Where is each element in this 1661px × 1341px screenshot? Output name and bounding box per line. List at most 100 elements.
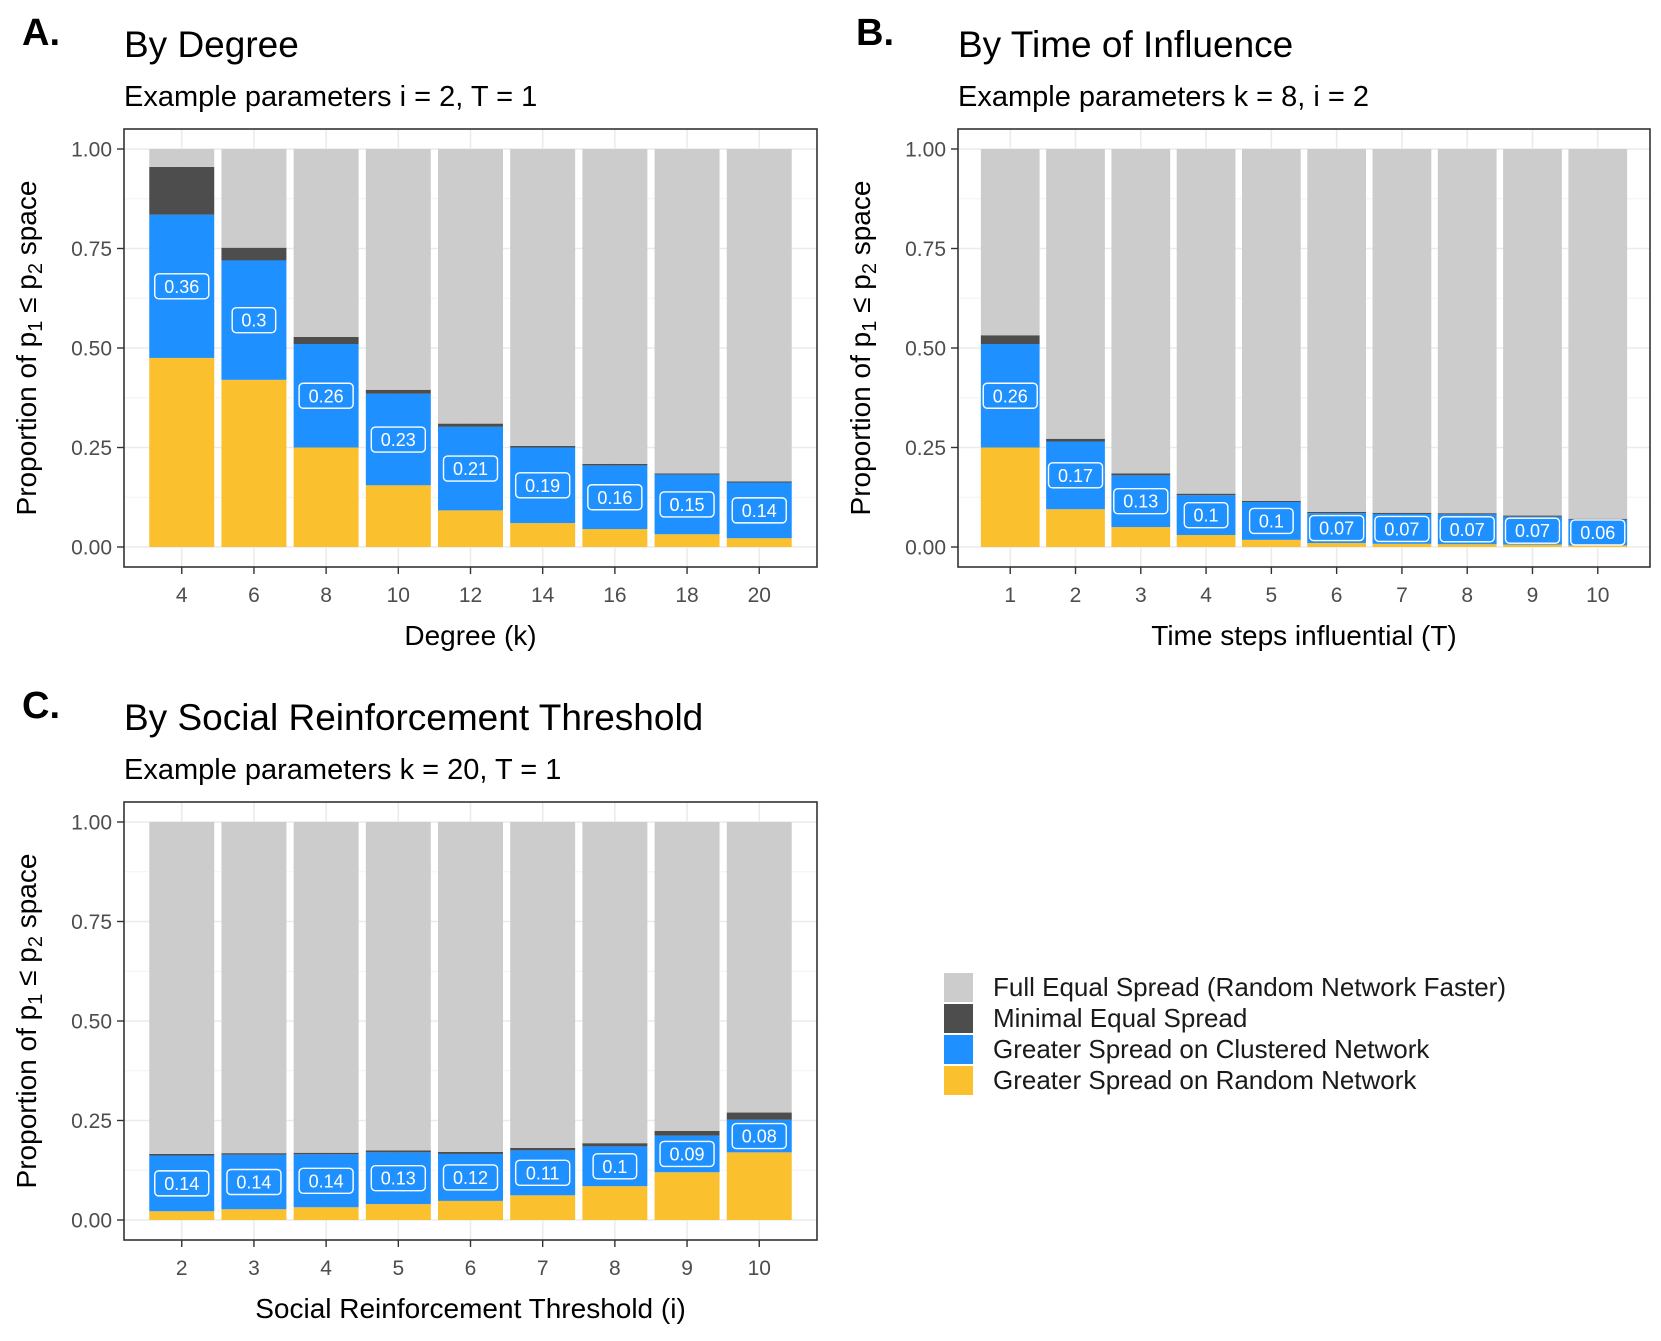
chart-a-data-label: 0.19 bbox=[514, 472, 571, 499]
chart-b-bar-segment bbox=[1372, 512, 1432, 514]
chart-c-data-label-text: 0.14 bbox=[164, 1174, 199, 1194]
chart-b-x-tick-label: 5 bbox=[1266, 584, 1278, 607]
chart-a-bar-segment bbox=[365, 485, 431, 547]
chart-c-data-label: 0.13 bbox=[370, 1165, 427, 1192]
chart-a-data-label-box bbox=[659, 491, 715, 518]
chart-c-bar-segment bbox=[654, 1130, 720, 1136]
chart-c-y-tick-label: 0.25 bbox=[71, 1110, 112, 1133]
chart-a-data-labels: 0.36 0.3 0.26 0.23 0.21 0.19 0.16 0.15 0.14 bbox=[154, 273, 787, 524]
chart-c-x-axis-title: Social Reinforcement Threshold (i) bbox=[255, 1293, 686, 1324]
chart-b-tag: B. bbox=[856, 12, 894, 54]
chart-a-data-label-text: 0.16 bbox=[597, 488, 632, 508]
chart-a-data-label-box bbox=[587, 484, 643, 511]
chart-a-data-label-box bbox=[731, 497, 787, 524]
chart-c-data-label: 0.08 bbox=[731, 1122, 787, 1150]
chart-a-data-label-text: 0.15 bbox=[670, 495, 705, 515]
chart-c-bar-segment bbox=[365, 1150, 431, 1153]
chart-c-data-label-text: 0.11 bbox=[526, 1163, 560, 1183]
chart-a-x-tick-label: 6 bbox=[248, 584, 260, 607]
chart-a-data-label: 0.16 bbox=[587, 484, 643, 511]
chart-c-bar-segment bbox=[726, 822, 792, 1113]
chart-a-bar-segment bbox=[654, 534, 720, 547]
chart-a-bar-segment bbox=[654, 473, 720, 475]
chart-b-bar-segment bbox=[1241, 500, 1301, 503]
chart-b-bar-segment bbox=[980, 149, 1040, 336]
chart-c-data-label: 0.12 bbox=[442, 1164, 499, 1191]
chart-c-title: By Social Reinforcement Threshold bbox=[124, 697, 703, 738]
chart-a-bar-segment bbox=[726, 481, 792, 483]
chart-a-x-axis-title: Degree (k) bbox=[404, 620, 536, 651]
chart-c-y-tick-label: 0.00 bbox=[71, 1210, 112, 1233]
chart-c-x-tick-label: 3 bbox=[248, 1257, 260, 1280]
chart-b-subtitle: Example parameters k = 8, i = 2 bbox=[958, 81, 1369, 113]
chart-c-bar-segment bbox=[654, 822, 720, 1131]
chart-c-x-tick-label: 9 bbox=[681, 1257, 693, 1280]
chart-a-x-tick-label: 4 bbox=[176, 584, 188, 607]
chart-a-data-label-text: 0.23 bbox=[381, 430, 416, 450]
chart-b-data-label-text: 0.07 bbox=[1450, 520, 1485, 540]
chart-b-data-label-box bbox=[1308, 514, 1365, 542]
chart-c-bar-segment bbox=[582, 1186, 648, 1220]
chart-b-data-label: 0.1 bbox=[1183, 501, 1229, 529]
chart-a-bar-segment bbox=[582, 529, 648, 547]
chart-b-bar-segment bbox=[1046, 149, 1105, 439]
chart-b-bar-segment bbox=[1176, 535, 1236, 547]
chart-b-bar-segment bbox=[1568, 518, 1628, 520]
chart-b-data-label-box bbox=[1570, 519, 1626, 546]
chart-a-y-tick-label: 0.75 bbox=[71, 238, 112, 261]
chart-b-bar-segment bbox=[1437, 513, 1497, 515]
chart-a-bar-segment bbox=[438, 149, 503, 424]
chart-c-y-tick-label: 0.50 bbox=[71, 1011, 112, 1034]
chart-c-data-label-box bbox=[154, 1170, 210, 1197]
chart-b-data-label-box bbox=[1248, 507, 1294, 535]
chart-a-bars bbox=[149, 149, 792, 547]
chart-a-bar-segment bbox=[149, 166, 215, 215]
chart-b-data-label-text: 0.07 bbox=[1384, 519, 1419, 539]
chart-b-bar-segment bbox=[980, 447, 1040, 547]
chart-c-tag: C. bbox=[22, 685, 60, 727]
chart-b-bar-segment bbox=[1176, 149, 1236, 494]
chart-a-bar-segment bbox=[221, 379, 287, 547]
chart-a-bar-segment bbox=[438, 510, 503, 547]
chart-b-x-tick-label: 8 bbox=[1461, 584, 1473, 607]
chart-a-bar-segment bbox=[510, 445, 576, 448]
chart-a-bar-segment bbox=[438, 423, 503, 427]
chart-b-data-label: 0.06 bbox=[1570, 519, 1626, 546]
chart-b-x-tick-label: 3 bbox=[1135, 584, 1147, 607]
chart-a-x-tick-label: 20 bbox=[748, 584, 771, 607]
chart-a-bar-segment bbox=[221, 247, 287, 261]
chart-b-data-label: 0.17 bbox=[1047, 462, 1104, 489]
chart-a-y-tick-label: 0.00 bbox=[71, 537, 112, 560]
chart-a-bar-segment bbox=[149, 149, 215, 167]
chart-b-data-label-box bbox=[1374, 515, 1430, 543]
chart-c-bar-segment bbox=[221, 822, 287, 1154]
chart-b-data-labels: 0.26 0.17 0.13 0.1 0.1 0.07 0.07 0.07 0.07 0.06 bbox=[982, 382, 1626, 546]
chart-b-x-tick-label: 6 bbox=[1331, 584, 1343, 607]
chart-c-data-label-text: 0.1 bbox=[602, 1157, 627, 1177]
chart-b-x-axis: 1 2 3 4 5 6 7 8 9 10 bbox=[1004, 567, 1609, 607]
chart-a-bar-segment bbox=[510, 523, 576, 547]
chart-c-data-label-box bbox=[226, 1168, 282, 1196]
chart-c-data-label: 0.11 bbox=[514, 1159, 571, 1187]
chart-c-data-label: 0.1 bbox=[592, 1153, 638, 1180]
chart-a-data-label-box bbox=[442, 455, 499, 482]
chart-a-y-tick-label: 1.00 bbox=[71, 139, 112, 162]
chart-c-bar-segment bbox=[149, 822, 215, 1154]
chart-a-bar-segment bbox=[149, 357, 215, 547]
chart-b-bar-segment bbox=[1241, 149, 1301, 501]
chart-b-data-label-text: 0.1 bbox=[1194, 506, 1219, 526]
chart-a-y-axis: 0.00 0.25 0.50 0.75 1.00 bbox=[71, 139, 124, 560]
chart-b-bar-segment bbox=[980, 335, 1040, 345]
chart-c-data-label-box bbox=[659, 1140, 715, 1168]
chart-a-data-label: 0.15 bbox=[659, 491, 715, 518]
chart-b-data-label: 0.07 bbox=[1439, 516, 1495, 543]
legend-label-minimal: Minimal Equal Spread bbox=[993, 1003, 1248, 1033]
chart-b-data-label: 0.07 bbox=[1504, 517, 1561, 544]
chart-a-x-tick-label: 16 bbox=[603, 584, 626, 607]
chart-c-data-label: 0.14 bbox=[298, 1167, 354, 1194]
chart-a-bar-segment bbox=[510, 149, 576, 446]
chart-c-bar-segment bbox=[510, 1195, 576, 1220]
chart-c-subtitle: Example parameters k = 20, T = 1 bbox=[124, 754, 561, 786]
chart-b-data-label-box bbox=[1047, 462, 1104, 489]
